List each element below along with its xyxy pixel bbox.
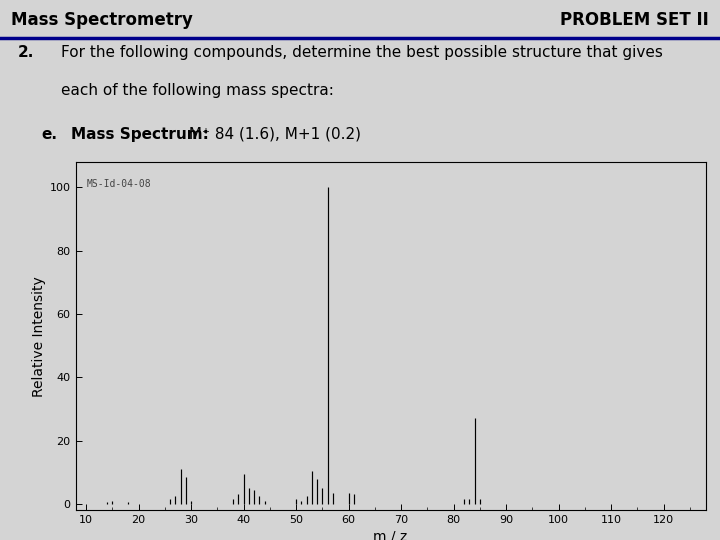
Text: For the following compounds, determine the best possible structure that gives: For the following compounds, determine t… — [61, 45, 663, 60]
Text: PROBLEM SET II: PROBLEM SET II — [560, 11, 709, 29]
Text: 2.: 2. — [18, 45, 35, 60]
X-axis label: m / z: m / z — [374, 529, 408, 540]
Text: Mass Spectrum:: Mass Spectrum: — [71, 127, 208, 142]
Text: MS-Id-04-08: MS-Id-04-08 — [87, 179, 152, 190]
Text: e.: e. — [42, 127, 58, 142]
Text: each of the following mass spectra:: each of the following mass spectra: — [61, 83, 334, 98]
Text: M⁺ 84 (1.6), M+1 (0.2): M⁺ 84 (1.6), M+1 (0.2) — [184, 127, 361, 142]
Text: Mass Spectrometry: Mass Spectrometry — [11, 11, 193, 29]
Y-axis label: Relative Intensity: Relative Intensity — [32, 276, 45, 396]
